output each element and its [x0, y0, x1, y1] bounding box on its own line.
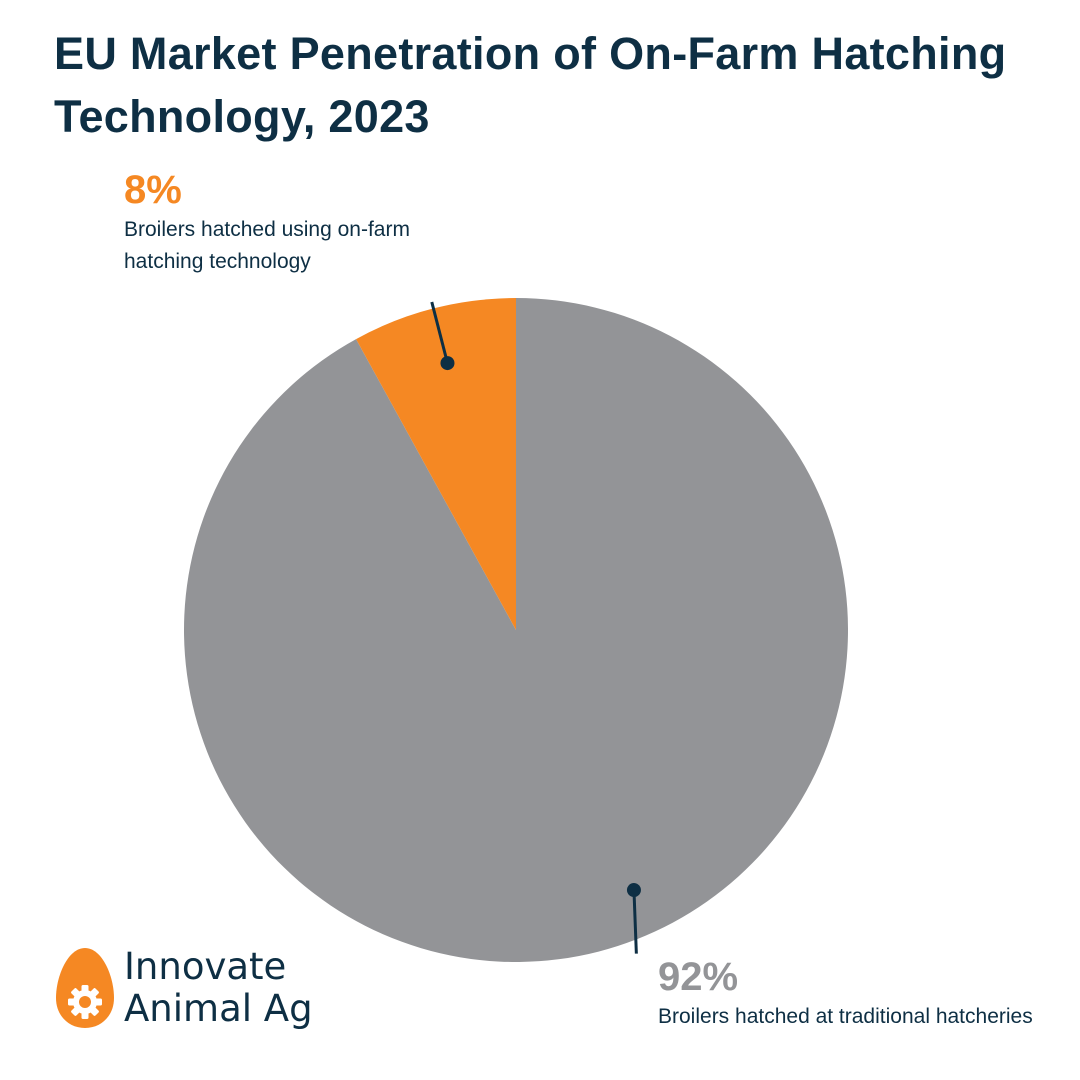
leader-dot-traditional — [626, 883, 641, 898]
slice-label-traditional-description: Broilers hatched at traditional hatcheri… — [658, 1005, 1033, 1028]
leader-line-traditional — [632, 889, 638, 954]
slice-label-onfarm-percent: 8% — [124, 168, 182, 212]
logo-line-2: Animal Ag — [124, 987, 313, 1030]
leader-line-onfarm — [430, 301, 449, 364]
slice-label-onfarm-description: Broilers hatched using on-farm hatching … — [124, 218, 410, 273]
callout-leaders — [430, 301, 641, 954]
egg-gear-icon — [56, 948, 114, 1028]
pie-slices — [183, 298, 849, 962]
logo-wordmark: Innovate Animal Ag — [124, 946, 313, 1030]
leader-dot-onfarm — [440, 356, 455, 371]
brand-logo: Innovate Animal Ag — [54, 944, 354, 1034]
logo-line-1: Innovate — [124, 945, 287, 988]
pie-slice-onfarm — [356, 298, 516, 630]
chart-title: EU Market Penetration of On-Farm Hatchin… — [54, 28, 1007, 142]
callout-traditional: 92% Broilers hatched at traditional hatc… — [658, 955, 1038, 1033]
slice-label-traditional-percent: 92% — [658, 955, 739, 999]
callout-onfarm: 8% Broilers hatched using on-farm hatchi… — [124, 168, 434, 278]
